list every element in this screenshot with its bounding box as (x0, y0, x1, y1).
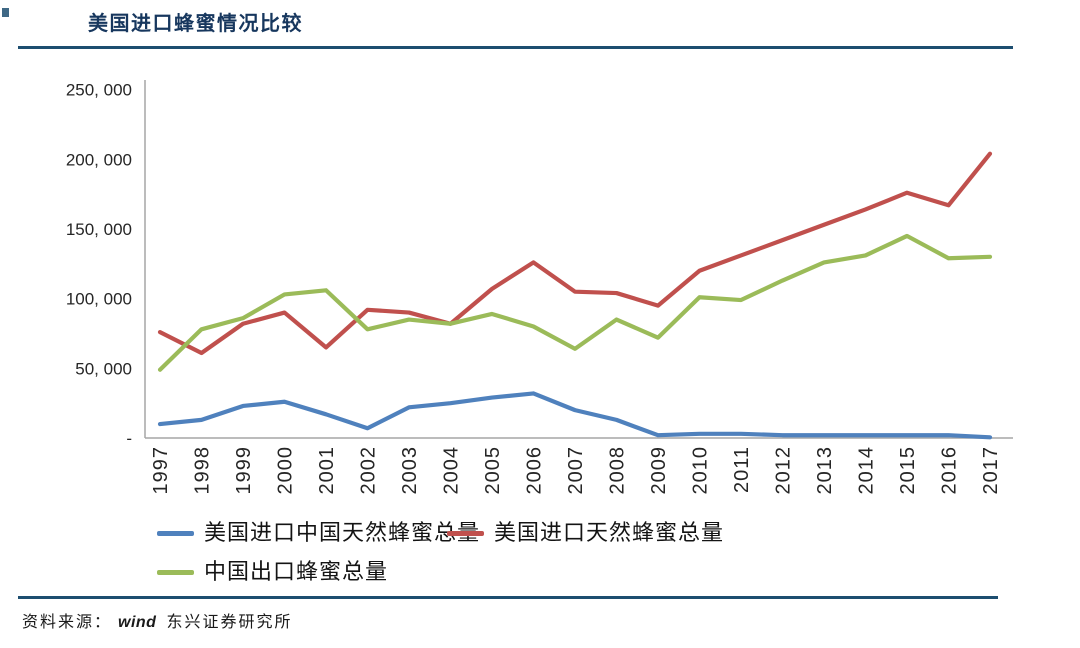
chart-canvas: - 50, 000 100, 000 150, 000 200, 000 250, 000… (66, 80, 1013, 495)
legend-item: 美国进口中国天然蜂蜜总量 (157, 520, 480, 546)
series-line (157, 391, 993, 440)
x-axis-label: 2017 (980, 446, 1002, 495)
x-axis-label: 2004 (441, 446, 463, 495)
x-axis-label: 1998 (192, 446, 214, 495)
source-label: 资料来源： (22, 614, 113, 631)
x-axis-label: 2002 (358, 446, 380, 495)
y-axis-label: 200, 000 (66, 150, 132, 169)
y-axis-label: 150, 000 (66, 220, 132, 239)
legend-line-swatch (157, 530, 194, 536)
x-axis-label: 2010 (690, 446, 712, 495)
y-axis-label: 250, 000 (66, 81, 132, 100)
footer-divider (18, 596, 998, 599)
source-org: 东兴证券研究所 (166, 614, 293, 631)
x-axis-label: 2012 (773, 446, 795, 495)
x-axis-label: 1997 (150, 446, 172, 495)
x-axis-label: 2003 (399, 446, 421, 495)
legend-line-swatch (157, 569, 194, 575)
x-axis-label: 2000 (275, 446, 297, 495)
y-axis-label: - (126, 429, 132, 448)
title-divider (18, 46, 1013, 49)
x-axis-label: 2007 (565, 446, 587, 495)
x-axis-label: 2005 (482, 446, 504, 495)
y-axis-label: 50, 000 (75, 359, 132, 378)
x-axis-label: 2014 (856, 446, 878, 495)
x-axis-label: 2001 (316, 446, 338, 495)
source-note: 资料来源： wind 东兴证券研究所 (22, 608, 292, 632)
honey-import-line-chart: - 50, 000 100, 000 150, 000 200, 000 250, 000… (0, 60, 1080, 520)
legend-label: 美国进口天然蜂蜜总量 (494, 520, 725, 545)
corner-artifact (2, 8, 9, 17)
source-name: wind (118, 614, 157, 631)
series-line (157, 233, 993, 372)
x-axis-label: 2015 (897, 446, 919, 495)
x-axis-label: 2013 (814, 446, 836, 495)
x-axis-label: 2011 (731, 446, 753, 493)
y-axis-label: 100, 000 (66, 290, 132, 309)
legend-line-swatch (447, 530, 484, 536)
x-axis-label: 1999 (233, 446, 255, 495)
page-title: 美国进口蜂蜜情况比较 (88, 13, 303, 35)
x-axis-label: 2009 (648, 446, 670, 495)
x-axis-label: 2008 (607, 446, 629, 495)
series-line (157, 151, 993, 356)
legend-item: 美国进口天然蜂蜜总量 (447, 520, 724, 546)
legend-item: 中国出口蜂蜜总量 (157, 559, 388, 585)
legend-label: 美国进口中国天然蜂蜜总量 (204, 520, 481, 545)
x-axis-label: 2016 (939, 446, 961, 495)
legend-label: 中国出口蜂蜜总量 (204, 559, 389, 584)
x-axis-label: 2006 (524, 446, 546, 495)
